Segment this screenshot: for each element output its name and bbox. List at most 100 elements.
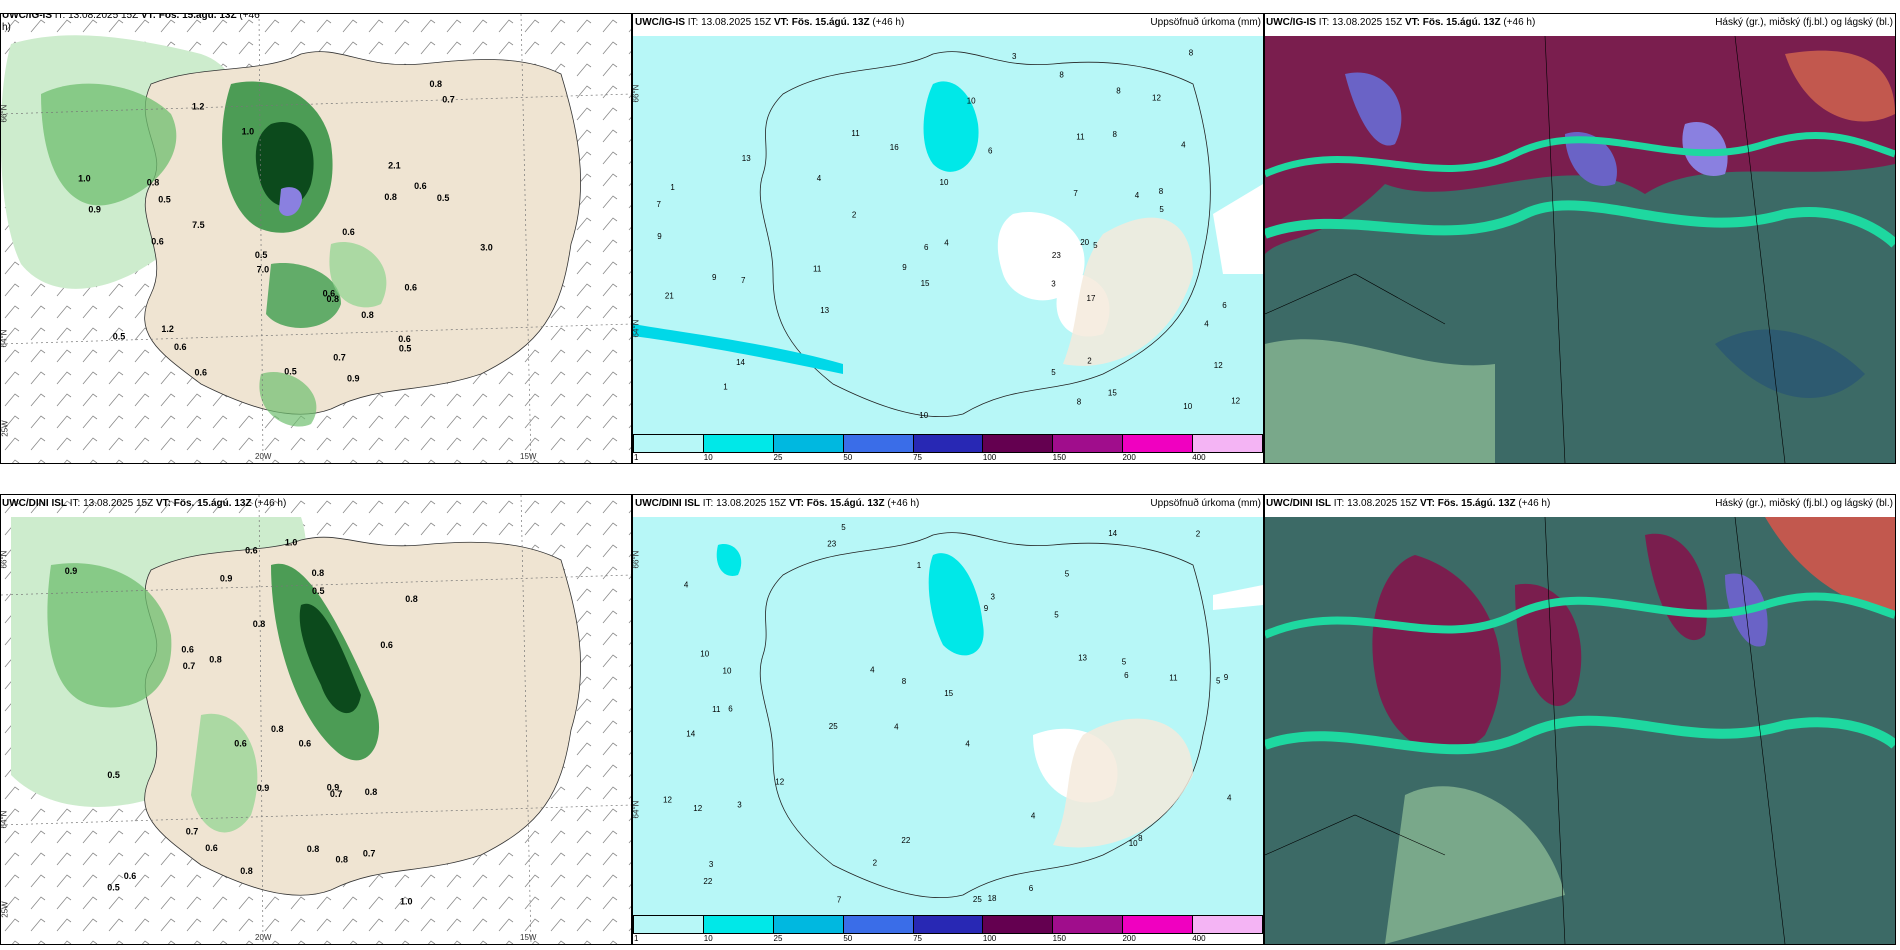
map-value-label: 8 — [1159, 187, 1164, 196]
map-value-label: 1.0 — [285, 538, 298, 548]
map-value-label: 4 — [817, 174, 822, 183]
map-value-label: 0.5 — [284, 366, 297, 376]
map-value-label: 6 — [1029, 884, 1034, 893]
map-value-label: 23 — [1052, 251, 1061, 260]
map-value-label: 0.7 — [363, 849, 376, 859]
map-value-label: 3 — [991, 592, 996, 601]
map-value-label: 3 — [1012, 52, 1017, 61]
map-value-label: 2 — [852, 210, 857, 219]
model-name: UWC/DINI ISL — [2, 498, 67, 509]
panel-precip-top: 3 6 4 4 5 8 8 10 12 15 20 23 21 17 13 10 12 9 8 16 15 9 7 8 5 14 1… — [632, 13, 1264, 464]
map-value-label: 9 — [657, 232, 662, 241]
map-value-label: 10 — [919, 411, 928, 420]
colorbar-labels-bottom: 1 10 25 50 75 100 150 200 400 — [633, 934, 1263, 944]
map-value-label: 0.9 — [327, 783, 340, 793]
colorbar-labels-top: 1 10 25 50 75 100 150 200 400 — [633, 453, 1263, 463]
colorbar-swatch — [1193, 916, 1263, 933]
colorbar-tick-label: 400 — [1192, 453, 1206, 462]
map-value-label: 1 — [670, 183, 675, 192]
map-value-label: 0.6 — [414, 181, 427, 191]
map-value-label: 4 — [684, 580, 689, 589]
panel-title: Háský (gr.), miðský (fj.bl.) og lágský (… — [1715, 17, 1893, 28]
colorbar-tick-label: 25 — [773, 934, 783, 943]
map-value-label: 12 — [663, 795, 672, 804]
colorbar-tick-label: 200 — [1122, 934, 1136, 943]
map-value-label: 4 — [1227, 793, 1232, 802]
map-value-label: 7 — [837, 896, 842, 905]
map-value-label: 0.8 — [327, 294, 340, 304]
lat-label-66n: 66°N — [632, 84, 641, 103]
colorbar-swatch — [1193, 435, 1263, 452]
map-value-label: 9 — [902, 263, 907, 272]
lead-time-cont: h) — [2, 22, 11, 33]
map-value-label: 21 — [665, 292, 674, 301]
map-value-label: 0.6 — [174, 342, 187, 352]
panel-wind-bottom: 0.5 0.8 0.8 0.9 0.9 1.0 0.7 0.8 0.8 0.7 1.0 0.7 0.6 0… — [0, 494, 632, 945]
map-value-label: 4 — [1181, 141, 1186, 150]
colorbar-tick-label: 50 — [843, 453, 853, 462]
init-time: IT: 13.08.2025 15Z — [1318, 17, 1403, 28]
map-value-label: 22 — [901, 836, 910, 845]
map-value-label: 20 — [1080, 238, 1089, 247]
colorbar-swatch — [773, 916, 844, 933]
colorbar-tick-label: 150 — [1052, 453, 1067, 462]
map-value-label: 0.8 — [405, 594, 418, 604]
map-value-label: 12 — [1231, 397, 1240, 406]
map-value-label: 0.6 — [151, 237, 164, 247]
colorbar-tick-label: 50 — [843, 934, 853, 943]
lead-time: (+46 h) — [1503, 17, 1536, 28]
colorbar-tick-label: 100 — [982, 934, 997, 943]
map-value-label: 11 — [712, 705, 721, 714]
valid-time: VT: Fös. 15.ágú. 13Z — [773, 17, 870, 28]
map-value-label: 0.6 — [299, 739, 312, 749]
map-value-label: 17 — [1087, 294, 1096, 303]
cloud-map-top — [1265, 35, 1895, 463]
precip-rate-labels-bottom: 0.5 0.8 0.8 0.9 0.9 1.0 0.7 0.8 0.8 0.7 1.0 0.7 0.6 0… — [65, 538, 418, 907]
map-value-label: 6 — [728, 705, 733, 714]
panel-cloud-top: UWC/IG-IS IT: 13.08.2025 15Z VT: Fös. 15… — [1264, 13, 1896, 464]
lon-label-20w: 20W — [255, 933, 272, 942]
colorbar-swatch — [703, 435, 774, 452]
wind-map-bottom: 0.5 0.8 0.8 0.9 0.9 1.0 0.7 0.8 0.8 0.7 1.0 0.7 0.6 0… — [1, 495, 631, 944]
colorbar-top — [633, 434, 1263, 453]
map-value-label: 0.8 — [361, 310, 374, 320]
init-time: IT: 13.08.2025 15Z — [702, 498, 787, 509]
colorbar-swatch — [843, 916, 914, 933]
map-value-label: 7.5 — [192, 220, 205, 230]
model-name: UWC/IG-IS — [635, 17, 685, 28]
map-value-label: 5 — [1159, 205, 1164, 214]
map-value-label: 0.5 — [158, 195, 171, 205]
map-value-label: 0.7 — [186, 826, 199, 836]
lat-label-64n: 64°N — [632, 319, 641, 338]
map-value-label: 0.8 — [336, 855, 349, 865]
map-value-label: 0.5 — [113, 331, 126, 341]
map-value-label: 0.8 — [430, 79, 443, 89]
lat-label-64n: 64°N — [632, 800, 641, 819]
map-value-label: 0.6 — [195, 367, 208, 377]
lat-label-66n: 66°N — [0, 104, 9, 123]
lead-time: (+46 h) — [254, 498, 287, 509]
map-value-label: 23 — [827, 540, 836, 549]
map-value-label: 12 — [693, 804, 702, 813]
map-value-label: 25 — [973, 895, 982, 904]
init-time: IT: 13.08.2025 15Z — [687, 17, 772, 28]
map-value-label: 2.1 — [388, 161, 401, 171]
map-value-label: 0.7 — [183, 661, 196, 671]
map-value-label: 0.9 — [65, 566, 78, 576]
map-value-label: 18 — [988, 894, 997, 903]
map-value-label: 15 — [944, 689, 953, 698]
colorbar-swatch — [913, 916, 984, 933]
map-value-label: 4 — [965, 740, 970, 749]
lat-label-64n: 64°N — [0, 810, 9, 829]
valid-time: VT: Fös. 15.ágú. 13Z — [1419, 498, 1516, 509]
map-value-label: 7.0 — [257, 265, 270, 275]
map-value-label: 14 — [736, 358, 745, 367]
map-value-label: 0.5 — [107, 882, 120, 892]
map-value-label: 5 — [841, 523, 846, 532]
map-value-label: 6 — [924, 243, 929, 252]
map-value-label: 9 — [1224, 673, 1229, 682]
map-value-label: 4 — [1135, 191, 1140, 200]
map-value-label: 8 — [1189, 49, 1194, 58]
panel-header: UWC/IG-IS IT: 13.08.2025 15Z VT: Fös. 15… — [1266, 17, 1535, 29]
